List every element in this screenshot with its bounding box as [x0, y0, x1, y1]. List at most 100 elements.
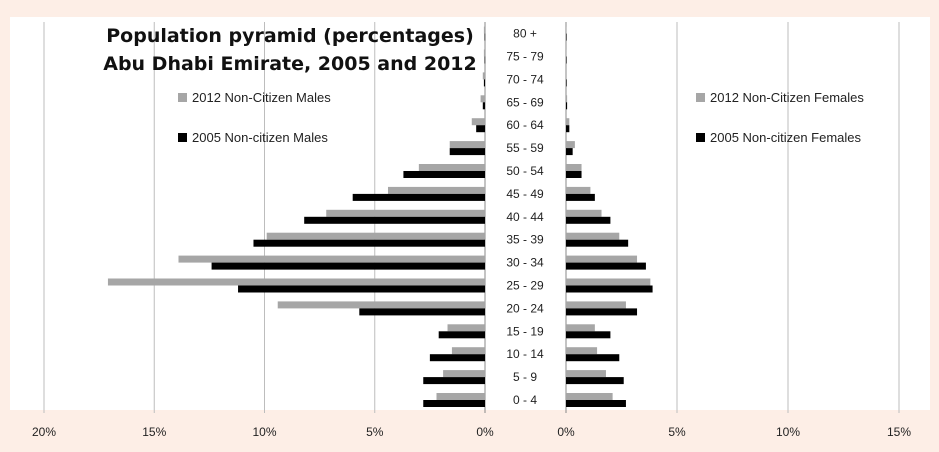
bar — [566, 72, 567, 80]
bar — [566, 255, 638, 263]
bar — [566, 125, 570, 133]
bar — [566, 285, 653, 293]
x-tick-label-right: 5% — [668, 425, 686, 439]
bar — [211, 262, 485, 270]
legend-label: 2012 Non-Citizen Males — [192, 90, 331, 105]
bar — [476, 125, 485, 133]
population-pyramid-chart: 0 - 4 5 - 9 10 - 14 15 - 19 20 - 24 25 - 29 30… — [32, 22, 911, 439]
bar — [566, 377, 624, 385]
bar — [566, 324, 595, 332]
category-label: 40 - 44 — [506, 210, 544, 224]
bar — [566, 347, 598, 355]
x-tick-label-left: 5% — [366, 425, 384, 439]
chart-title: Population pyramid (percentages) — [106, 25, 474, 47]
bar — [484, 56, 486, 64]
category-label: 80 + — [513, 27, 537, 41]
category-label: 20 - 24 — [506, 301, 544, 315]
legend-swatch-2005-males — [178, 133, 187, 142]
bar — [266, 232, 485, 240]
legend-label: 2005 Non-citizen Males — [192, 130, 328, 145]
bar — [447, 324, 485, 332]
bar — [471, 118, 485, 126]
legend-swatch-2012-males — [178, 93, 187, 102]
bar — [566, 33, 567, 41]
bar — [566, 164, 582, 171]
x-tick-label-right: 0% — [557, 425, 575, 439]
bar — [387, 186, 485, 194]
category-label: 30 - 34 — [506, 256, 544, 270]
legend-label: 2012 Non-Citizen Females — [710, 90, 864, 105]
bar — [451, 347, 485, 355]
bar — [253, 239, 485, 247]
category-label: 15 - 19 — [506, 324, 544, 338]
bar — [429, 354, 485, 362]
legend-item-2012-males: 2012 Non-Citizen Males — [178, 90, 331, 105]
x-tick-label-right: 10% — [776, 425, 800, 439]
bar — [566, 171, 582, 178]
bar — [107, 278, 485, 286]
bar — [480, 95, 485, 103]
bar — [566, 102, 568, 110]
bar — [566, 301, 626, 309]
bar — [566, 216, 611, 224]
bar — [566, 193, 595, 201]
bar — [566, 56, 567, 64]
bar — [443, 370, 485, 378]
bar — [482, 72, 485, 80]
category-label: 55 - 59 — [506, 141, 544, 155]
x-tick-label-right: 15% — [887, 425, 911, 439]
bar — [438, 331, 485, 339]
bar — [566, 331, 611, 339]
chart-panel: 0 - 4 5 - 9 10 - 14 15 - 19 20 - 24 25 - 29 30… — [10, 17, 930, 439]
bar — [566, 26, 567, 34]
bar — [359, 308, 485, 316]
bar — [566, 400, 626, 407]
bar — [566, 393, 613, 400]
bar — [178, 255, 485, 263]
legend-item-2012-females: 2012 Non-Citizen Females — [696, 90, 864, 105]
bar — [238, 285, 485, 293]
bar — [566, 262, 646, 270]
legend-item-2005-females: 2005 Non-citizen Females — [696, 130, 861, 145]
bar — [483, 49, 485, 57]
bar — [277, 301, 485, 309]
bar — [449, 148, 485, 156]
bar — [418, 164, 485, 171]
bar — [483, 26, 485, 34]
bar — [483, 79, 485, 87]
bar — [352, 193, 485, 201]
legend-swatch-2012-females — [696, 93, 705, 102]
bar — [423, 400, 485, 407]
category-label: 50 - 54 — [506, 164, 544, 178]
bar — [566, 232, 620, 240]
bar — [566, 308, 638, 316]
bar — [326, 209, 485, 217]
bar — [449, 141, 485, 149]
x-tick-label-left: 10% — [252, 425, 276, 439]
bar — [566, 95, 568, 103]
bar — [566, 370, 606, 378]
category-label: 35 - 39 — [506, 233, 544, 247]
bar — [566, 209, 602, 217]
category-label: 25 - 29 — [506, 279, 544, 293]
bar — [403, 171, 485, 178]
bar — [566, 239, 629, 247]
bar — [566, 141, 575, 149]
category-label: 10 - 14 — [506, 347, 544, 361]
category-label: 75 - 79 — [506, 50, 544, 64]
x-tick-label-left: 0% — [476, 425, 494, 439]
bar — [304, 216, 485, 224]
bar — [482, 102, 485, 110]
x-tick-label-left: 15% — [142, 425, 166, 439]
bar — [566, 148, 573, 156]
bar — [423, 377, 485, 385]
chart-subtitle: Abu Dhabi Emirate, 2005 and 2012 — [103, 53, 477, 75]
bar — [566, 186, 591, 194]
legend-label: 2005 Non-citizen Females — [710, 130, 862, 145]
bar — [484, 33, 486, 41]
bar — [566, 354, 620, 362]
category-label: 70 - 74 — [506, 72, 544, 86]
category-label: 60 - 64 — [506, 118, 544, 132]
bar — [566, 49, 567, 57]
